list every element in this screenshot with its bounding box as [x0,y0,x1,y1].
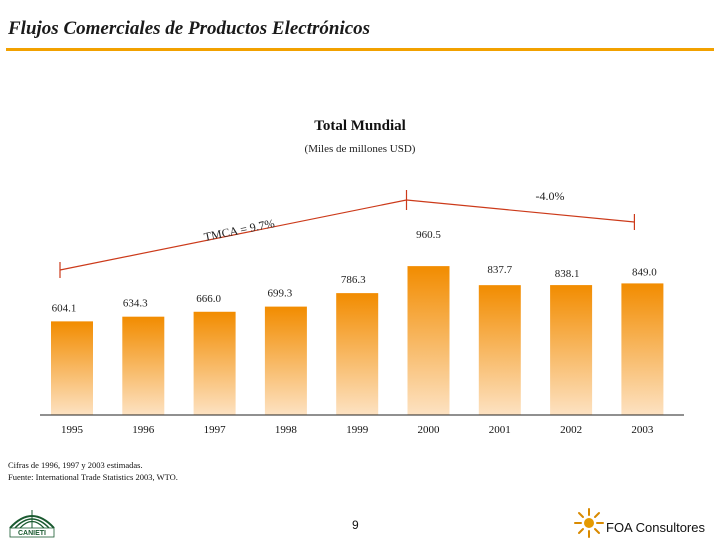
x-tick-label: 1999 [346,424,369,436]
x-tick-label: 1996 [132,424,155,436]
decline-line [406,199,635,223]
bar-2000 [407,266,450,415]
foa-sun-logo [574,508,604,538]
chart-title: Total Mundial [314,118,406,134]
footnote-estimates: Cifras de 1996, 1997 y 2003 estimadas. [8,460,143,470]
page-number: 9 [352,518,359,532]
foa-logo-text: FOA Consultores [606,520,705,535]
decline-annotation: -4.0% [536,189,565,203]
value-label: 849.0 [632,266,657,278]
value-label: 604.1 [52,302,77,314]
x-tick-label: 2000 [418,424,441,436]
canieti-logo: CANIETI [9,510,55,538]
bar-1997 [193,311,236,415]
x-tick-label: 2003 [631,424,654,436]
x-tick-label: 2002 [560,424,582,436]
cagr-growth-line [59,199,407,271]
x-tick-label: 2001 [489,424,511,436]
bar-1998 [264,306,307,415]
chart-subtitle: (Miles de millones USD) [304,143,416,155]
bar-1996 [122,316,165,415]
x-tick-label: 1998 [275,424,298,436]
bar-2001 [478,285,521,415]
bar-1999 [336,293,379,415]
value-label: 838.1 [555,268,580,280]
value-label: 960.5 [416,229,441,241]
value-label: 666.0 [196,293,221,305]
value-label: 786.3 [341,274,366,286]
x-tick-label: 1995 [61,424,84,436]
bar-2003 [621,283,664,415]
footnotes: Cifras de 1996, 1997 y 2003 estimadas. F… [8,459,178,483]
slide-title: Flujos Comerciales de Productos Electrón… [8,18,371,39]
bar-1995 [51,321,93,415]
value-label: 699.3 [268,288,293,300]
value-label: 634.3 [123,298,148,310]
cagr-annotation: TMCA = 9.7% [203,216,276,244]
canieti-logo-text: CANIETI [18,530,46,537]
value-label: 837.7 [487,264,512,276]
x-tick-label: 1997 [204,424,227,436]
footnote-source: Fuente: International Trade Statistics 2… [8,472,178,482]
bar-2002 [550,285,593,415]
bar-chart: 1995 1996 1997 1998 1999 2000 2001 2002 2003 604… [40,189,684,436]
title-rule [6,48,714,51]
